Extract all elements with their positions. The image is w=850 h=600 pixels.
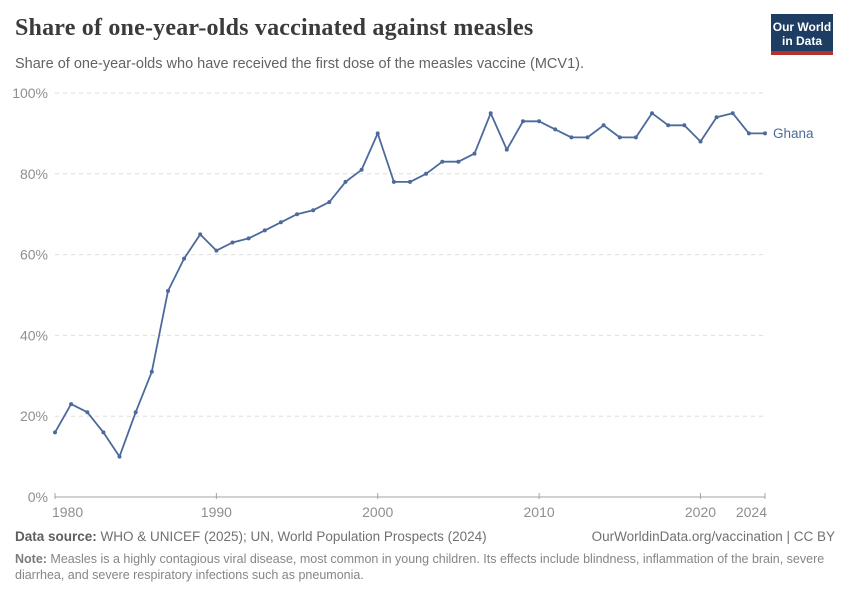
data-point-2016[interactable] <box>633 135 638 140</box>
x-tick-label-2024: 2024 <box>736 504 767 520</box>
chart-area: 0% 20% 40% 60% 80% 100% 1980 1990 2000 2010 2020 20… <box>12 85 814 520</box>
data-point-1983[interactable] <box>101 430 106 435</box>
note-row: Note: Measles is a highly contagious vir… <box>15 551 827 583</box>
data-point-2012[interactable] <box>569 135 574 140</box>
owid-logo-line2: in Data <box>781 34 822 48</box>
data-point-2020[interactable] <box>698 139 703 144</box>
y-tick-label-20: 20% <box>20 408 48 424</box>
data-point-2024[interactable] <box>763 131 767 136</box>
owid-logo: Our World in Data <box>771 14 833 55</box>
data-point-2021[interactable] <box>714 115 719 120</box>
data-point-1990[interactable] <box>214 248 219 253</box>
x-tick-label-2000: 2000 <box>362 504 393 520</box>
data-point-1993[interactable] <box>262 228 267 233</box>
data-point-1991[interactable] <box>230 240 235 245</box>
x-tick-label-1990: 1990 <box>201 504 232 520</box>
page-title: Share of one-year-olds vaccinated agains… <box>15 15 534 41</box>
data-point-2004[interactable] <box>440 159 445 164</box>
data-point-1999[interactable] <box>359 167 364 172</box>
data-point-1987[interactable] <box>166 289 170 293</box>
data-point-2008[interactable] <box>504 147 509 152</box>
data-point-2013[interactable] <box>585 135 590 140</box>
data-point-1992[interactable] <box>246 236 251 241</box>
data-point-1994[interactable] <box>278 220 283 225</box>
data-point-2010[interactable] <box>537 119 542 124</box>
data-point-1984[interactable] <box>117 454 122 459</box>
data-source-label: Data source: <box>15 529 97 544</box>
data-point-1981[interactable] <box>69 402 74 407</box>
data-point-2017[interactable] <box>650 111 654 116</box>
data-point-2023[interactable] <box>746 131 751 136</box>
data-point-1985[interactable] <box>133 410 138 415</box>
data-point-2000[interactable] <box>375 131 380 136</box>
x-tick-label-2020: 2020 <box>685 504 716 520</box>
data-point-2002[interactable] <box>408 179 412 184</box>
source-row: Data source: WHO & UNICEF (2025); UN, Wo… <box>15 529 835 544</box>
y-tick-label-60: 60% <box>20 247 48 263</box>
note-text: Measles is a highly contagious viral dis… <box>15 552 825 582</box>
y-tick-label-0: 0% <box>28 489 48 505</box>
note-label: Note: <box>15 552 47 566</box>
data-point-2001[interactable] <box>391 179 396 184</box>
data-point-1996[interactable] <box>311 208 316 213</box>
data-point-1980[interactable] <box>53 430 57 435</box>
license-link[interactable]: OurWorldinData.org/vaccination | CC BY <box>591 529 835 544</box>
chart-subtitle: Share of one-year-olds who have received… <box>15 56 584 72</box>
data-point-2022[interactable] <box>730 111 735 116</box>
data-point-2014[interactable] <box>601 123 606 128</box>
data-point-1986[interactable] <box>149 369 154 374</box>
data-point-1997[interactable] <box>327 200 332 205</box>
y-tick-label-100: 100% <box>12 85 48 101</box>
y-tick-label-40: 40% <box>20 327 48 343</box>
chart-footer: Data source: WHO & UNICEF (2025); UN, Wo… <box>15 529 835 583</box>
data-point-2019[interactable] <box>682 123 687 128</box>
ghana-line-series[interactable] <box>54 112 766 458</box>
series-end-label-ghana[interactable]: Ghana <box>773 126 814 141</box>
data-point-2011[interactable] <box>553 127 558 132</box>
x-tick-label-1980: 1980 <box>52 504 83 520</box>
data-source-text: WHO & UNICEF (2025); UN, World Populatio… <box>96 529 487 544</box>
data-point-1982[interactable] <box>85 410 90 415</box>
data-point-2009[interactable] <box>521 119 525 124</box>
line-chart-svg: 0% 20% 40% 60% 80% 100% 1980 1990 2000 2010 2020 20… <box>12 85 814 520</box>
data-point-1995[interactable] <box>295 212 299 217</box>
x-tick-label-2010: 2010 <box>524 504 555 520</box>
data-point-2015[interactable] <box>617 135 622 140</box>
data-point-1988[interactable] <box>182 256 187 261</box>
data-point-2007[interactable] <box>488 111 493 116</box>
data-point-2006[interactable] <box>472 151 477 156</box>
data-point-1998[interactable] <box>343 179 348 184</box>
data-point-1989[interactable] <box>198 232 203 237</box>
data-point-2005[interactable] <box>456 159 461 164</box>
owid-logo-line1: Our World <box>772 20 832 34</box>
y-tick-label-80: 80% <box>20 166 48 182</box>
data-point-2003[interactable] <box>424 171 429 176</box>
data-source: Data source: WHO & UNICEF (2025); UN, Wo… <box>15 529 487 544</box>
data-point-2018[interactable] <box>666 123 671 128</box>
